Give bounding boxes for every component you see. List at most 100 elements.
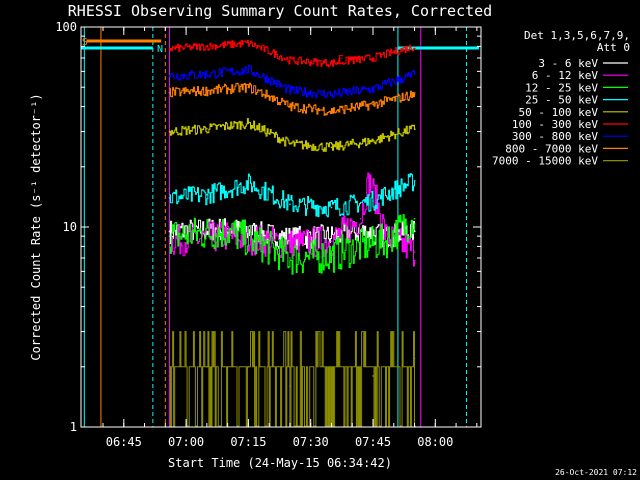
x-tick-label: 07:15 — [230, 435, 266, 449]
legend-label: 300 - 800 keV — [512, 130, 598, 143]
series-line — [169, 118, 416, 152]
series-point — [206, 45, 208, 48]
series-point — [226, 227, 229, 230]
series-point — [289, 243, 291, 246]
series-point — [368, 180, 370, 182]
series-point — [289, 89, 291, 92]
series-point — [359, 217, 362, 220]
legend-label: 25 - 50 keV — [525, 94, 598, 107]
series-point — [168, 75, 171, 77]
series-line — [169, 331, 416, 427]
legend-label: 800 - 7000 keV — [505, 142, 598, 155]
series-9 — [168, 331, 416, 427]
legend-header-line-2: Att 0 — [597, 41, 630, 54]
series-point — [359, 245, 362, 248]
series-4 — [168, 173, 416, 218]
y-tick-label: 100 — [55, 20, 77, 34]
series-point — [330, 254, 333, 257]
series-point — [206, 89, 208, 92]
legend-label: 12 - 25 keV — [525, 81, 598, 94]
series-line — [169, 39, 416, 68]
series-point — [413, 127, 416, 130]
flare-flag-label: F — [338, 54, 344, 65]
series-point — [168, 130, 171, 133]
series-point — [372, 88, 374, 90]
series-point — [413, 357, 416, 360]
series-point — [247, 365, 250, 368]
series-point — [330, 235, 333, 237]
legend-label: 50 - 100 keV — [519, 106, 599, 119]
y-tick-label: 1 — [70, 420, 77, 434]
series-point — [330, 240, 333, 242]
series-point — [289, 59, 291, 62]
series-point — [226, 230, 229, 233]
series-point — [372, 57, 374, 59]
series-point — [247, 122, 250, 125]
series-line — [169, 64, 416, 99]
series-point — [289, 257, 291, 259]
y-axis: 1 10 100 — [55, 20, 481, 434]
series-line — [169, 82, 416, 116]
series-point — [168, 196, 171, 199]
series-point — [247, 182, 250, 185]
series-point — [330, 110, 333, 112]
series-6 — [168, 39, 416, 68]
series-point — [247, 69, 250, 71]
series-point — [206, 193, 208, 196]
night-flag-label: N — [157, 44, 163, 55]
legend-label: 3 - 6 keV — [538, 57, 598, 70]
series-point — [413, 93, 416, 96]
series-point — [413, 230, 416, 233]
x-tick-label: 07:45 — [355, 435, 391, 449]
series-point — [413, 251, 416, 253]
series-point — [384, 240, 387, 242]
series-line — [169, 173, 416, 218]
series-point — [168, 240, 171, 242]
series-point — [372, 139, 374, 142]
series-5 — [168, 118, 416, 152]
series-point — [384, 235, 387, 237]
series-8 — [168, 82, 416, 116]
series-point — [168, 375, 171, 377]
x-tick-label: 07:30 — [293, 435, 329, 449]
x-axis-label: Start Time (24-May-15 06:34:42) — [168, 456, 392, 470]
series-point — [168, 47, 171, 50]
series-point — [413, 180, 416, 182]
series-point — [413, 217, 416, 220]
y-axis-label: Corrected Count Rate (s⁻¹ detector⁻¹) — [29, 93, 43, 360]
series-point — [168, 230, 171, 233]
series-point — [413, 73, 416, 76]
series-point — [247, 86, 250, 89]
series-point — [206, 127, 208, 130]
legend-label: 7000 - 15000 keV — [492, 155, 598, 168]
series-point — [206, 73, 208, 76]
series-point — [168, 235, 171, 237]
series-point — [206, 365, 208, 368]
series-line — [169, 214, 416, 275]
legend-label: 100 - 300 keV — [512, 118, 598, 131]
y-tick-label: 10 — [63, 220, 77, 234]
series-point — [372, 103, 374, 106]
chart-title: RHESSI Observing Summary Count Rates, Co… — [68, 2, 492, 20]
series-point — [372, 375, 374, 377]
x-tick-label: 08:00 — [417, 435, 453, 449]
series-point — [413, 45, 416, 48]
saa-flag-label: S — [82, 37, 88, 48]
series-point — [289, 105, 291, 108]
series-3 — [168, 214, 416, 275]
series-point — [330, 62, 333, 64]
series-point — [330, 380, 333, 382]
series-point — [330, 93, 333, 96]
legend-header-line-1: Det 1,3,5,6,7,9, — [524, 29, 630, 42]
x-axis: 06:45 07:00 07:15 07:30 07:45 08:00 — [102, 27, 478, 449]
legend-label: 6 - 12 keV — [532, 69, 599, 82]
series-point — [247, 42, 250, 44]
series-point — [330, 206, 333, 209]
series-point — [372, 200, 374, 202]
x-tick-label: 07:00 — [168, 435, 204, 449]
series-point — [289, 143, 291, 145]
plot-elements: F S N — [81, 27, 479, 427]
